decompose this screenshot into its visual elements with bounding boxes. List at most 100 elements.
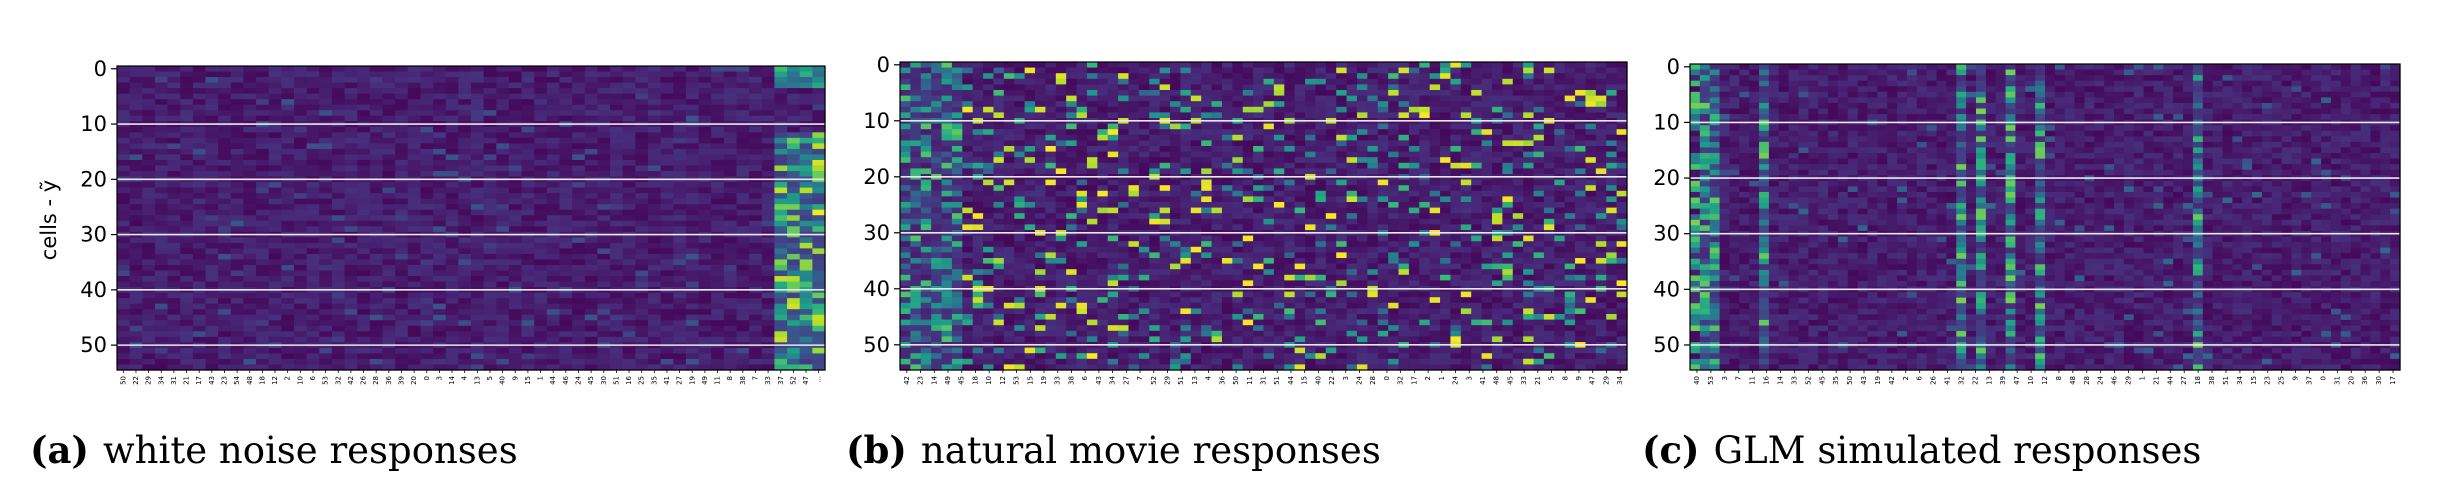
heatmap-cell [1003, 146, 1015, 153]
heatmap-cell [1024, 90, 1036, 97]
heatmap-cell [180, 248, 194, 255]
heatmap-cell [1523, 84, 1535, 91]
heatmap-cell [920, 95, 932, 102]
heatmap-cell [1595, 146, 1607, 153]
heatmap-cell [660, 298, 674, 305]
heatmap-cell [1429, 162, 1441, 169]
heatmap-cell [230, 281, 245, 288]
heatmap-cell [648, 137, 662, 144]
heatmap-cell [407, 165, 422, 172]
heatmap-cell [382, 298, 396, 305]
heatmap-cell [1159, 67, 1171, 74]
heatmap-cell [496, 93, 510, 100]
heatmap-cell [521, 88, 535, 95]
heatmap-cell [1014, 101, 1026, 108]
heatmap-cell [635, 165, 649, 172]
heatmap-cell [1221, 168, 1233, 175]
heatmap-cell [761, 331, 776, 338]
heatmap-cell [622, 242, 636, 249]
x-tick-label: 34 [157, 375, 165, 384]
heatmap-cell [584, 154, 599, 161]
heatmap-cell [993, 140, 1005, 147]
heatmap-cell [331, 353, 346, 360]
heatmap-cell [1294, 62, 1306, 69]
heatmap-cell [546, 126, 561, 133]
heatmap-cell [787, 82, 801, 89]
heatmap-cell [1356, 157, 1368, 164]
heatmap-cell [812, 165, 826, 172]
heatmap-cell [117, 115, 131, 122]
heatmap-cell [584, 292, 599, 299]
heatmap-cell [1014, 140, 1026, 147]
heatmap-cell [129, 159, 143, 167]
heatmap-cell [1201, 78, 1213, 85]
heatmap-cell [1170, 84, 1182, 91]
heatmap-cell [597, 159, 611, 167]
heatmap-cell [205, 281, 219, 288]
heatmap-cell [344, 336, 358, 343]
heatmap-cell [812, 143, 826, 150]
heatmap-cell [344, 187, 358, 194]
heatmap-cell [993, 168, 1005, 175]
heatmap-cell [1086, 179, 1098, 186]
heatmap-cell [761, 143, 776, 150]
heatmap-cell [635, 77, 649, 84]
heatmap-cell [761, 171, 776, 178]
heatmap-cell [230, 364, 245, 371]
heatmap-cell [1502, 140, 1514, 147]
heatmap-cell [1491, 78, 1503, 85]
heatmap-cell [281, 198, 295, 205]
heatmap-cell [572, 66, 586, 73]
heatmap-cell [1575, 151, 1587, 158]
heatmap-cell [1118, 146, 1130, 153]
heatmap-cell [610, 93, 624, 100]
heatmap-cell [584, 242, 599, 249]
heatmap-cell [180, 276, 194, 283]
heatmap-cell [180, 209, 194, 216]
heatmap-cell [993, 84, 1005, 91]
heatmap-cell [420, 71, 434, 78]
heatmap-cell [1388, 146, 1400, 153]
heatmap-cell [1211, 146, 1223, 153]
heatmap-cell [1097, 95, 1109, 102]
heatmap-cell [572, 99, 586, 106]
heatmap-cell [294, 292, 308, 299]
heatmap-cell [268, 99, 282, 106]
heatmap-cell [698, 77, 712, 84]
heatmap-cell [749, 259, 763, 266]
heatmap-cell [1491, 106, 1503, 113]
y-tick-label: 10 [80, 112, 107, 136]
heatmap-cell [1138, 73, 1150, 80]
heatmap-cell [635, 276, 649, 283]
heatmap-cell [698, 325, 712, 332]
heatmap-cell [420, 331, 434, 338]
heatmap-cell [1232, 84, 1244, 91]
heatmap-cell [1211, 140, 1223, 147]
heatmap-cell [900, 78, 911, 85]
heatmap-cell [1346, 146, 1358, 153]
heatmap-cell [192, 66, 207, 73]
heatmap-cell [941, 151, 953, 158]
heatmap-cell [983, 196, 995, 203]
heatmap-cell [673, 137, 687, 144]
heatmap-cell [1211, 202, 1223, 209]
heatmap-cell [723, 325, 738, 332]
heatmap-cell [1460, 190, 1472, 197]
heatmap-cell [597, 132, 611, 139]
heatmap-cell [648, 314, 662, 321]
heatmap-cell [496, 298, 510, 305]
heatmap-cell [1346, 90, 1358, 97]
heatmap-cell [496, 226, 510, 233]
heatmap-cell [1253, 140, 1265, 147]
heatmap-cell [281, 159, 295, 167]
heatmap-cell [117, 198, 131, 205]
heatmap-cell [357, 209, 371, 216]
heatmap-cell [1118, 196, 1130, 203]
heatmap-cell [369, 126, 384, 133]
heatmap-cell [723, 148, 738, 156]
heatmap-cell [1564, 179, 1576, 186]
heatmap-cell [1170, 157, 1182, 164]
heatmap-cell [369, 270, 384, 277]
heatmap-cell [622, 143, 636, 150]
heatmap-cell [306, 154, 320, 161]
